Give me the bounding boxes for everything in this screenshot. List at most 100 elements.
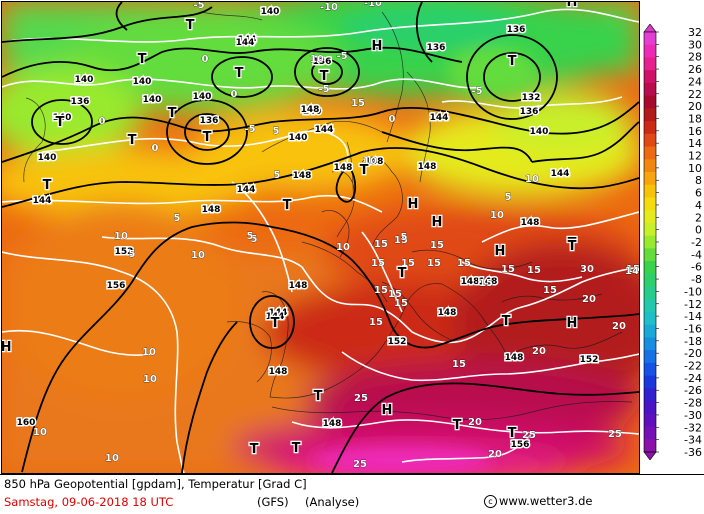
pressure-center-label: T: [271, 316, 280, 331]
temperature-label: 25: [353, 459, 367, 470]
temperature-label: -5: [244, 124, 255, 135]
geopotential-label: 148: [505, 353, 524, 363]
temperature-label: 5: [251, 234, 258, 245]
geopotential-label: 132: [522, 93, 541, 103]
pressure-center-label: T: [56, 115, 65, 130]
temperature-label: 0: [389, 114, 396, 125]
geopotential-label: 148: [269, 367, 288, 377]
temperature-label: 0: [202, 54, 209, 65]
pressure-center-label: T: [138, 52, 147, 67]
temperature-label: 10: [105, 453, 119, 464]
pressure-center-label: H: [408, 197, 419, 212]
temperature-label: 15: [388, 289, 402, 300]
legend-tick-label: 22: [688, 88, 702, 101]
pressure-center-label: H: [372, 39, 383, 54]
legend-color-swatch: [644, 146, 656, 160]
temperature-label: 15: [371, 258, 385, 269]
geopotential-label: 144: [269, 308, 288, 318]
copyright-icon: c: [484, 495, 497, 508]
legend-color-swatch: [644, 350, 656, 364]
legend-tick-label: 4: [695, 199, 702, 212]
copyright-text: www.wetter3.de: [499, 494, 593, 508]
temperature-label: 15: [479, 278, 493, 289]
legend-color-swatch: [644, 235, 656, 249]
pressure-center-label: T: [508, 426, 517, 441]
temperature-label: 0: [231, 89, 238, 100]
geopotential-label: 140: [75, 75, 94, 85]
pressure-center-label: T: [502, 314, 511, 329]
temperature-label: 5: [274, 170, 281, 181]
pressure-center-label: H: [382, 403, 393, 418]
legend-bottom-arrow: [643, 451, 657, 461]
geopotential-label: 148: [334, 163, 353, 173]
legend-tick-label: -12: [684, 298, 702, 311]
legend-color-swatch: [644, 324, 656, 338]
geopotential-label: 144: [236, 38, 255, 48]
legend-tick-label: -26: [684, 384, 702, 397]
legend-tick-label: -2: [691, 236, 702, 249]
legend-tick-label: -14: [684, 310, 702, 323]
geopotential-label: 140: [530, 127, 549, 137]
legend-tick-label: -16: [684, 322, 702, 335]
legend-color-swatch: [644, 413, 656, 428]
geopotential-label: 148: [521, 218, 540, 228]
pressure-center-label: T: [235, 66, 244, 81]
geopotential-label: 136: [313, 57, 332, 67]
legend-tick-label: 28: [688, 51, 702, 64]
temperature-label: 20: [612, 321, 626, 332]
temperature-label: -5: [318, 84, 329, 95]
geopotential-label: 148: [438, 308, 457, 318]
temperature-label: -10: [364, 2, 382, 9]
legend-tick-label: -28: [684, 397, 702, 410]
legend-color-swatch: [644, 375, 656, 389]
legend-color-swatch: [644, 273, 656, 288]
temperature-label: 10: [114, 231, 128, 242]
temperature-label: 5: [247, 231, 254, 242]
temperature-label: 10: [490, 210, 504, 221]
temperature-isotherms: [2, 8, 639, 473]
valid-date: Samstag, 09-06-2018 18 UTC: [4, 495, 174, 509]
temperature-label: 15: [351, 98, 365, 109]
geopotential-label: 148: [323, 419, 342, 429]
geopotential-label: 136: [520, 107, 539, 117]
legend-tick-label: 32: [688, 26, 702, 39]
temperature-label: 20: [532, 346, 546, 357]
geopotential-label: 148: [418, 162, 437, 172]
legend-tick-label: -34: [684, 434, 702, 447]
geopotential-label: 136: [71, 97, 90, 107]
legend-color-swatch: [644, 337, 656, 351]
pressure-center-label: T: [128, 133, 137, 148]
temperature-label: 15: [457, 258, 471, 269]
geopotential-label: 140: [261, 7, 280, 17]
temperature-label: 25: [608, 429, 622, 440]
pressure-center-label: T: [568, 239, 577, 254]
legend-tick-label: 20: [688, 100, 702, 113]
geopotential-label: 144: [237, 185, 256, 195]
geopotential-label: 144: [238, 35, 257, 45]
legend-color-swatch: [644, 57, 656, 71]
temperature-label: 10: [363, 156, 377, 167]
geopotential-label: 140: [193, 92, 212, 102]
pressure-center-label: H: [432, 215, 443, 230]
temperature-label: 5: [273, 126, 280, 137]
legend-color-swatch: [644, 299, 656, 313]
temperature-label: 10: [525, 174, 539, 185]
geopotential-label: 144: [266, 312, 285, 322]
temperature-label: -5: [193, 2, 204, 11]
legend-tick-label: -6: [691, 261, 702, 274]
geopotential-label: 144: [551, 169, 570, 179]
pressure-center-label: H: [495, 244, 506, 259]
geopotential-label: 140: [38, 153, 57, 163]
geopotential-label: 152: [388, 337, 407, 347]
temperature-label: 15: [430, 240, 444, 251]
geopotential-label: 156: [107, 281, 126, 291]
pressure-center-label: T: [508, 54, 517, 69]
pressure-center-label: T: [168, 106, 177, 121]
legend-tick-label: -10: [684, 285, 702, 298]
legend-color-swatch: [644, 401, 656, 415]
copyright-link[interactable]: c www.wetter3.de: [484, 494, 592, 508]
temperature-label: 15: [626, 264, 639, 275]
temperature-label: 10: [191, 250, 205, 261]
chart-title: 850 hPa Geopotential [gpdam], Temperatur…: [4, 477, 307, 491]
